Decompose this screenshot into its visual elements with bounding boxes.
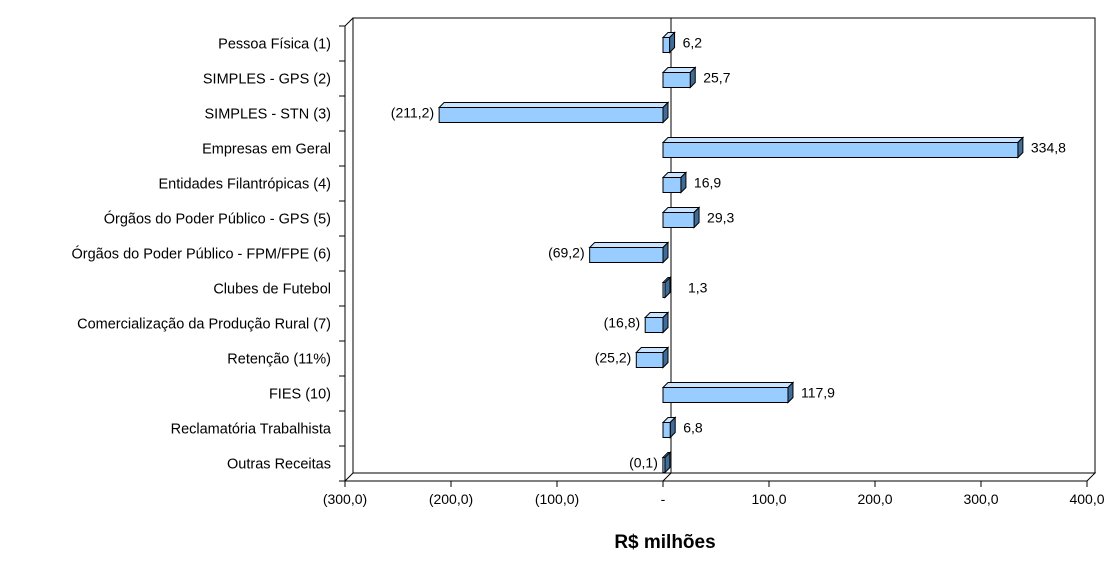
zero-floor-line (662, 472, 672, 482)
bar-face (662, 282, 666, 298)
data-label: 6,2 (683, 35, 703, 51)
bar-face (662, 37, 671, 53)
bar-face (644, 317, 664, 333)
bar-top (661, 382, 795, 388)
bar-face (589, 247, 664, 263)
plot-frame (339, 17, 1097, 482)
data-label: 29,3 (707, 210, 734, 226)
data-label: 117,9 (801, 385, 835, 401)
bar-face (662, 72, 691, 88)
x-tick-label: - (661, 491, 666, 507)
data-label: (0,1) (629, 455, 658, 471)
category-label: SIMPLES - STN (3) (205, 107, 332, 123)
data-labels: 6,2 25,7 (211,2) 334,8 16,9 29,3 (69,2) 1,3 (16,… (391, 35, 1066, 471)
x-tick-label: 200,0 (857, 491, 892, 507)
bar-top (437, 102, 670, 108)
bar (661, 416, 677, 439)
bar (661, 136, 1025, 159)
category-label: Clubes de Futebol (213, 282, 331, 298)
bar (661, 66, 697, 89)
bar (635, 346, 670, 369)
data-label: 25,7 (703, 70, 730, 86)
data-label: (69,2) (548, 245, 585, 261)
bar (661, 276, 672, 299)
bar (661, 381, 795, 404)
bar-face (662, 142, 1019, 158)
x-axis-label: R$ milhões (614, 532, 715, 553)
bar (437, 101, 670, 124)
x-tick-label: 300,0 (963, 491, 998, 507)
category-label: Empresas em Geral (202, 142, 331, 158)
x-tick-label: (200,0) (429, 491, 473, 507)
data-label: (25,2) (595, 350, 632, 366)
bar-face (662, 387, 789, 403)
category-label: Comercialização da Produção Rural (7) (77, 317, 331, 333)
bar-face (635, 352, 664, 368)
bar-top (661, 137, 1025, 143)
bars (437, 31, 1025, 474)
bar-face (662, 457, 666, 473)
category-label: FIES (10) (269, 387, 331, 403)
x-tick-label: 400,0 (1069, 491, 1104, 507)
category-label: Pessoa Física (1) (218, 37, 331, 53)
frame-edge (344, 17, 354, 27)
data-label: 1,3 (688, 280, 708, 296)
category-label: Órgãos do Poder Público - FPM/FPE (6) (72, 246, 332, 263)
bar-face (438, 107, 664, 123)
x-axis-ticks: (300,0) (200,0) (100,0) - 100,0 200,0 300,0 400… (323, 481, 1105, 507)
bar (661, 171, 688, 194)
data-label: (16,8) (604, 315, 641, 331)
bar (661, 451, 672, 474)
x-tick-label: 100,0 (751, 491, 786, 507)
bar-top (661, 207, 701, 213)
category-label: SIMPLES - GPS (2) (203, 72, 331, 88)
category-label: Reclamatória Trabalhista (171, 422, 332, 438)
bar (588, 241, 670, 264)
bar-face (662, 212, 695, 228)
category-label: Retenção (11%) (227, 352, 331, 368)
bar-face (662, 177, 682, 193)
back-wall (352, 17, 1096, 474)
data-label: 334,8 (1031, 140, 1066, 156)
category-labels: Pessoa Física (1) SIMPLES - GPS (2) SIMPLE… (72, 37, 332, 473)
data-label: 6,8 (683, 420, 703, 436)
data-label: 16,9 (694, 175, 721, 191)
data-label: (211,2) (391, 105, 434, 121)
bar-top (588, 242, 670, 248)
bar (661, 206, 701, 229)
bar-face (662, 422, 671, 438)
category-label: Entidades Filantrópicas (4) (159, 177, 331, 193)
x-tick-label: (100,0) (535, 491, 579, 507)
bar (643, 311, 670, 334)
category-label: Outras Receitas (227, 457, 331, 473)
category-label: Órgãos do Poder Público - GPS (5) (104, 211, 331, 228)
bar (661, 31, 676, 54)
floor (343, 472, 1097, 482)
x-tick-label: (300,0) (323, 491, 367, 507)
